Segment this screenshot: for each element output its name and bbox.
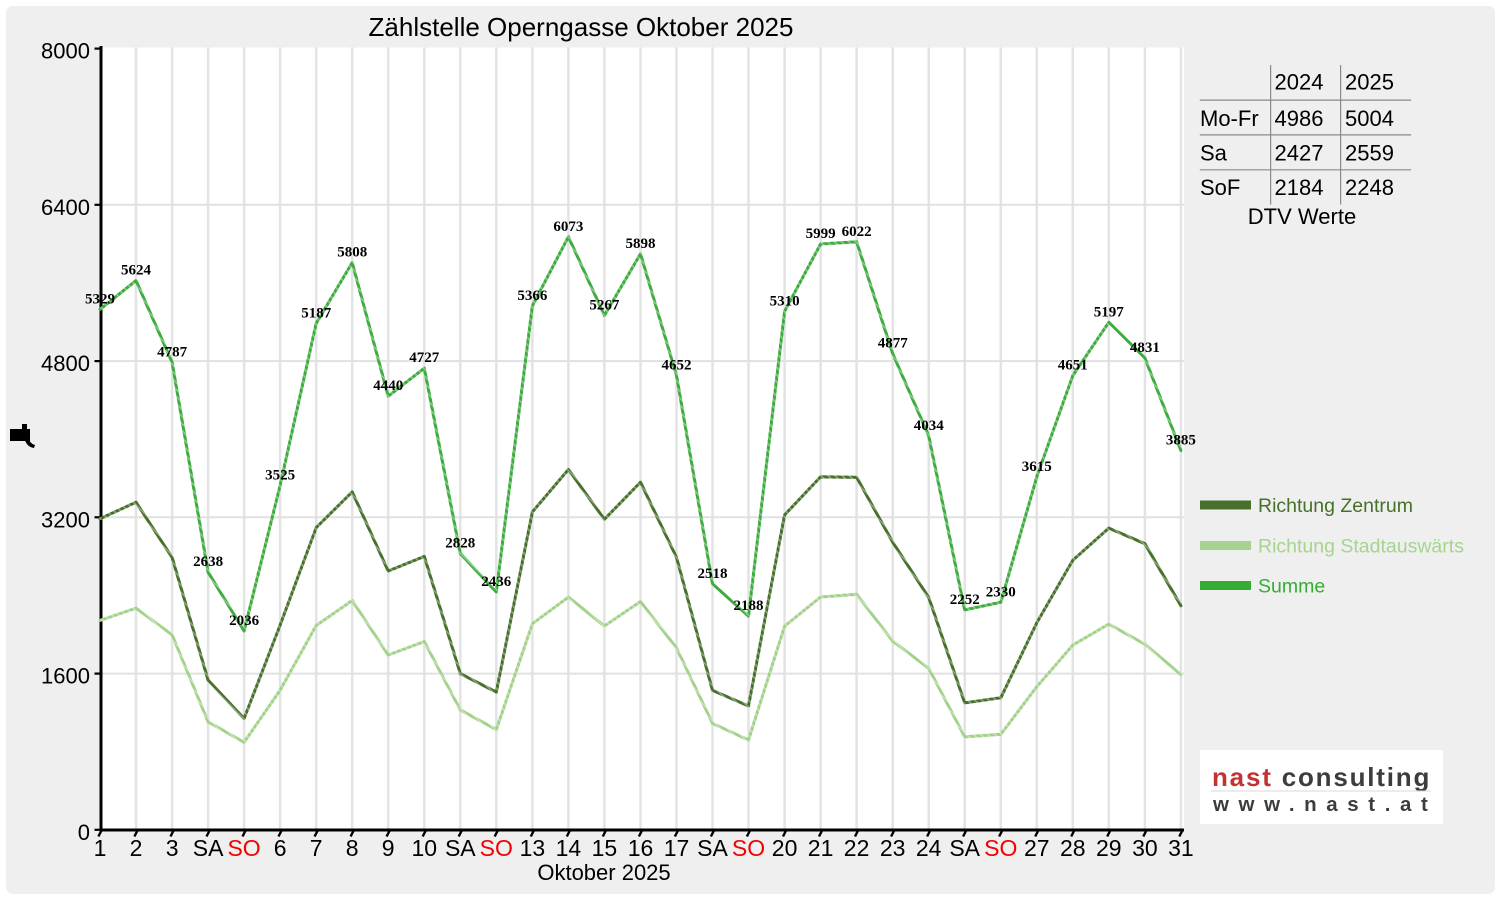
svg-text:2427: 2427	[1275, 141, 1324, 166]
svg-text:22: 22	[844, 835, 870, 861]
svg-text:SA: SA	[949, 835, 980, 861]
svg-text:2184: 2184	[1275, 175, 1324, 200]
svg-text:Summe: Summe	[1258, 576, 1325, 598]
svg-text:2025: 2025	[1345, 70, 1394, 95]
svg-text:4831: 4831	[1130, 340, 1160, 356]
svg-text:10: 10	[412, 835, 438, 861]
svg-text:2330: 2330	[986, 584, 1016, 600]
svg-text:4727: 4727	[409, 350, 440, 366]
svg-text:6400: 6400	[41, 195, 90, 220]
svg-text:4440: 4440	[373, 378, 403, 394]
svg-text:4800: 4800	[41, 351, 90, 376]
svg-text:3885: 3885	[1166, 432, 1196, 448]
svg-text:20: 20	[772, 835, 798, 861]
svg-text:2036: 2036	[229, 613, 260, 629]
svg-text:2828: 2828	[445, 536, 475, 552]
svg-text:3200: 3200	[41, 507, 90, 532]
svg-text:5310: 5310	[770, 293, 800, 309]
svg-text:5197: 5197	[1094, 304, 1125, 320]
svg-text:4877: 4877	[878, 336, 909, 352]
svg-text:6: 6	[274, 835, 287, 861]
svg-text:SA: SA	[697, 835, 728, 861]
svg-text:www.nast.at: www.nast.at	[1212, 793, 1437, 816]
svg-text:6022: 6022	[842, 224, 872, 240]
svg-text:SoF: SoF	[1200, 175, 1240, 200]
svg-text:Richtung Zentrum: Richtung Zentrum	[1258, 495, 1413, 517]
svg-text:5004: 5004	[1345, 106, 1394, 131]
svg-text:30: 30	[1132, 835, 1158, 861]
svg-text:5999: 5999	[806, 226, 836, 242]
svg-text:5187: 5187	[301, 305, 332, 321]
svg-text:2248: 2248	[1345, 175, 1394, 200]
svg-text:3525: 3525	[265, 468, 295, 484]
svg-text:8: 8	[346, 835, 359, 861]
svg-text:4034: 4034	[914, 418, 945, 434]
svg-text:SO: SO	[984, 835, 1017, 861]
svg-text:5808: 5808	[337, 245, 367, 261]
svg-text:Zählstelle Operngasse Oktober: Zählstelle Operngasse Oktober 2025	[369, 12, 794, 42]
svg-text:29: 29	[1096, 835, 1122, 861]
svg-text:31: 31	[1168, 835, 1194, 861]
svg-text:Sa: Sa	[1200, 141, 1228, 166]
svg-text:23: 23	[880, 835, 906, 861]
svg-text:5624: 5624	[121, 263, 152, 279]
svg-text:5267: 5267	[589, 298, 620, 314]
svg-text:2638: 2638	[193, 554, 223, 570]
svg-text:1: 1	[94, 835, 107, 861]
svg-text:Mo-Fr: Mo-Fr	[1200, 106, 1259, 131]
svg-text:SO: SO	[480, 835, 513, 861]
svg-text:6073: 6073	[553, 219, 583, 235]
svg-text:SA: SA	[445, 835, 476, 861]
svg-text:3615: 3615	[1022, 459, 1052, 475]
svg-text:5329: 5329	[85, 291, 115, 307]
svg-text:13: 13	[520, 835, 546, 861]
svg-text:5366: 5366	[517, 288, 548, 304]
svg-text:SA: SA	[193, 835, 224, 861]
svg-text:2436: 2436	[481, 574, 512, 590]
svg-text:4787: 4787	[157, 344, 188, 360]
svg-text:Oktober 2025: Oktober 2025	[537, 860, 670, 885]
svg-text:0: 0	[78, 820, 90, 845]
svg-text:27: 27	[1024, 835, 1050, 861]
svg-text:nast consulting: nast consulting	[1212, 762, 1431, 792]
svg-text:Richtung Stadtauswärts: Richtung Stadtauswärts	[1258, 536, 1464, 558]
svg-text:4986: 4986	[1275, 106, 1324, 131]
svg-text:2252: 2252	[950, 592, 980, 608]
svg-text:24: 24	[916, 835, 942, 861]
svg-text:3: 3	[166, 835, 179, 861]
svg-text:5898: 5898	[626, 236, 656, 252]
svg-text:17: 17	[664, 835, 690, 861]
svg-text:21: 21	[808, 835, 834, 861]
svg-text:7: 7	[310, 835, 323, 861]
svg-text:4651: 4651	[1058, 358, 1088, 374]
svg-text:DTV Werte: DTV Werte	[1248, 204, 1356, 229]
svg-text:28: 28	[1060, 835, 1086, 861]
svg-text:15: 15	[592, 835, 618, 861]
svg-text:16: 16	[628, 835, 654, 861]
svg-text:4652: 4652	[662, 358, 692, 374]
svg-text:2: 2	[130, 835, 143, 861]
svg-text:2559: 2559	[1345, 141, 1394, 166]
svg-text:2024: 2024	[1275, 70, 1324, 95]
svg-text:2188: 2188	[734, 598, 764, 614]
svg-text:1600: 1600	[41, 664, 90, 689]
svg-text:2518: 2518	[698, 566, 728, 582]
svg-text:SO: SO	[732, 835, 765, 861]
svg-text:9: 9	[382, 835, 395, 861]
svg-text:8000: 8000	[41, 39, 90, 64]
svg-text:SO: SO	[227, 835, 260, 861]
svg-text:14: 14	[556, 835, 582, 861]
